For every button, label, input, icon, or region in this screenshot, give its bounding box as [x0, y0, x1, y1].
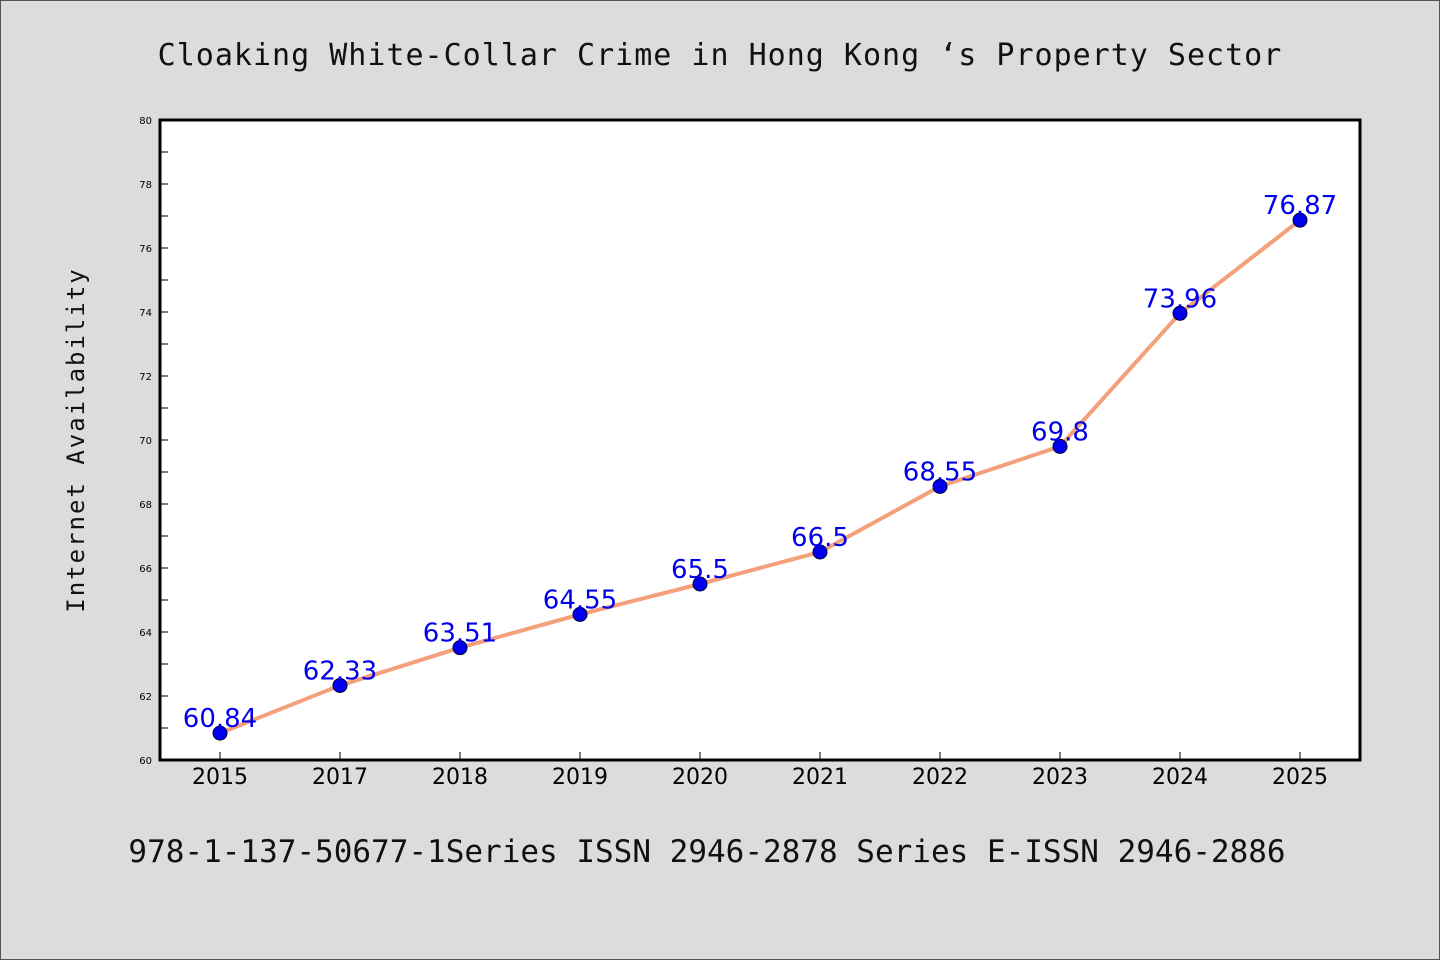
y-tick-label: 62 — [139, 692, 152, 703]
data-label: 76.87 — [1263, 191, 1337, 221]
data-point — [692, 576, 708, 592]
plot-area — [158, 118, 1362, 762]
data-point — [452, 640, 468, 656]
x-tick-label: 2015 — [192, 765, 248, 790]
x-tick-label: 2017 — [312, 765, 368, 790]
data-point — [1292, 212, 1308, 228]
x-tick-label: 2023 — [1032, 765, 1088, 790]
y-tick-label: 80 — [139, 116, 152, 127]
data-point — [1172, 305, 1188, 321]
y-tick-label: 64 — [139, 628, 152, 639]
data-label: 73.96 — [1143, 284, 1217, 314]
y-tick-label: 72 — [139, 372, 152, 383]
y-tick-label: 68 — [139, 500, 152, 511]
data-point — [212, 725, 228, 741]
footer-isbn: 978-1-137-50677-1Series ISSN 2946-2878 S… — [128, 834, 1286, 870]
y-tick-label: 70 — [139, 436, 152, 447]
data-point — [332, 677, 348, 693]
y-tick-label: 76 — [139, 244, 152, 255]
data-point — [932, 478, 948, 494]
x-tick-label: 2024 — [1152, 765, 1208, 790]
x-tick-label: 2020 — [672, 765, 728, 790]
x-tick-label: 2022 — [912, 765, 968, 790]
data-label: 64.55 — [543, 585, 617, 615]
x-tick-label: 2018 — [432, 765, 488, 790]
data-point — [1052, 438, 1068, 454]
y-tick-label: 78 — [139, 180, 152, 191]
y-axis-label: Internet Availability — [62, 267, 90, 612]
y-tick-label: 60 — [139, 756, 152, 767]
data-label: 63.51 — [423, 619, 497, 649]
data-label: 68.55 — [903, 457, 977, 487]
series-line — [218, 218, 1302, 736]
x-tick-label: 2019 — [552, 765, 608, 790]
data-label: 69.8 — [1031, 417, 1089, 447]
data-point — [572, 606, 588, 622]
data-label: 65.5 — [671, 555, 729, 585]
y-tick-label: 74 — [139, 308, 152, 319]
data-label: 62.33 — [303, 656, 377, 686]
x-tick-label: 2025 — [1272, 765, 1328, 790]
data-point — [812, 544, 828, 560]
chart-title: Cloaking White-Collar Crime in Hong Kong… — [157, 38, 1283, 73]
data-label: 60.84 — [183, 704, 257, 734]
x-tick-label: 2021 — [792, 765, 848, 790]
data-label: 66.5 — [791, 523, 849, 553]
y-tick-label: 66 — [139, 564, 152, 575]
